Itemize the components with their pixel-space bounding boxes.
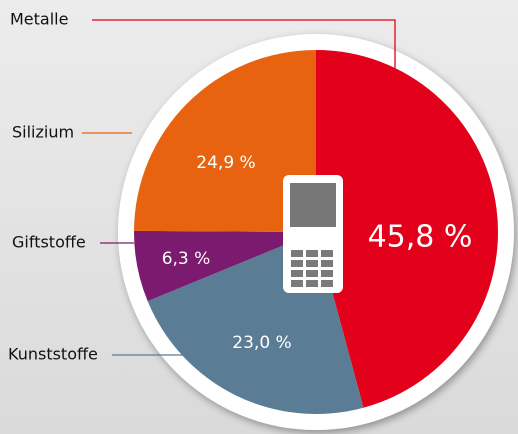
value-label: 6,3 %	[162, 249, 211, 269]
leader-line	[92, 19, 396, 72]
category-label: Giftstoffe	[12, 233, 86, 252]
phone-key	[291, 270, 303, 277]
phone-key	[291, 250, 303, 257]
phone-key	[321, 260, 333, 267]
phone-icon	[283, 175, 343, 293]
phone-key	[321, 250, 333, 257]
value-label: 23,0 %	[232, 333, 291, 353]
phone-key	[306, 280, 318, 287]
phone-key	[291, 260, 303, 267]
category-label: Metalle	[10, 10, 68, 29]
pie-slice	[316, 50, 498, 408]
phone-key	[306, 270, 318, 277]
category-label: Silizium	[12, 123, 74, 142]
phone-key	[306, 250, 318, 257]
value-label: 45,8 %	[368, 220, 473, 255]
value-label: 24,9 %	[196, 153, 255, 173]
phone-key	[321, 280, 333, 287]
category-label: Kunststoffe	[8, 345, 98, 364]
phone-key	[321, 270, 333, 277]
phone-key	[306, 260, 318, 267]
pie-slice	[134, 50, 316, 232]
phone-key	[291, 280, 303, 287]
pie-slice	[133, 230, 316, 302]
